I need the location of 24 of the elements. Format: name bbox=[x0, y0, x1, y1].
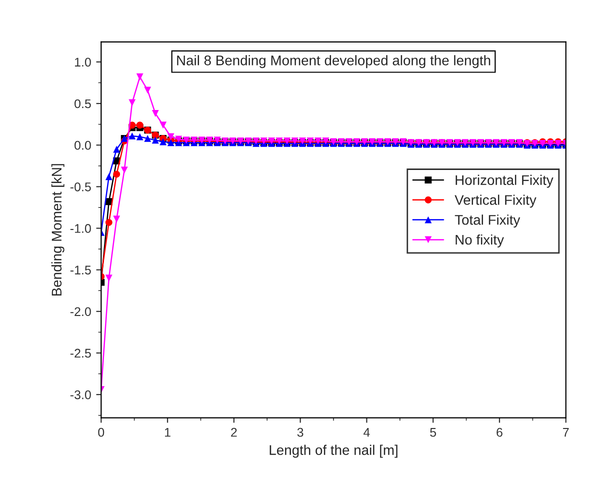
x-tick-label: 4 bbox=[364, 428, 370, 437]
x-tick-label: 3 bbox=[297, 428, 304, 437]
x-tick-label: 7 bbox=[563, 428, 569, 437]
y-tick-label: -0.5 bbox=[70, 182, 91, 192]
y-tick-label: -1.0 bbox=[70, 224, 91, 233]
y-tick-label: -1.5 bbox=[70, 266, 91, 274]
y-tick-label: -2.5 bbox=[70, 348, 91, 358]
x-tick-label: 0 bbox=[98, 428, 104, 437]
y-axis-title: Bending Moment [kN] bbox=[51, 164, 64, 296]
x-tick-label: 2 bbox=[231, 428, 237, 437]
y-tick-label: -3.0 bbox=[70, 390, 91, 400]
y-tick-label: 1.0 bbox=[74, 58, 91, 67]
y-tick-label: 0.5 bbox=[74, 99, 91, 108]
x-tick-label: 5 bbox=[430, 428, 436, 437]
y-tick-label: -2.0 bbox=[70, 307, 91, 316]
legend-label: Horizontal Fixity bbox=[456, 174, 554, 188]
x-tick-label: 1 bbox=[165, 428, 170, 437]
legend-label: Total Fixity bbox=[454, 214, 520, 228]
x-axis-title: Length of the nail [m] bbox=[270, 444, 398, 458]
legend-label: No fixity bbox=[456, 234, 504, 248]
legend-label: Vertical Fixity bbox=[454, 194, 536, 208]
x-tick-label: 6 bbox=[496, 428, 502, 437]
text: Nail 8 Bending Moment developed along the length bbox=[177, 55, 490, 68]
y-tick-label: 0.0 bbox=[74, 140, 91, 150]
